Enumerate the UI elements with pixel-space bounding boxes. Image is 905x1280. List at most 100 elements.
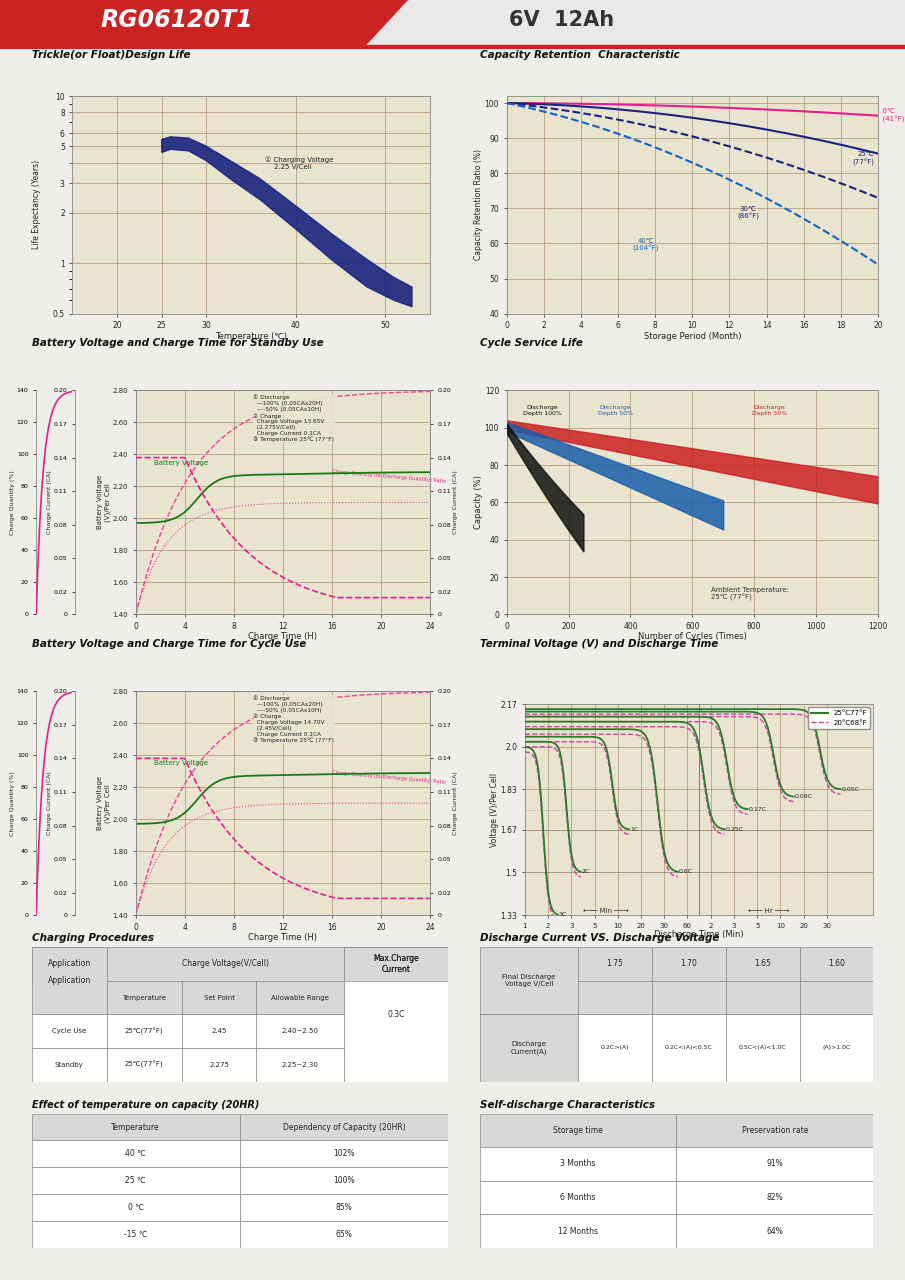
Bar [344, 947, 448, 980]
Text: 6V  12Ah: 6V 12Ah [509, 10, 614, 29]
Text: Cycle Service Life: Cycle Service Life [480, 338, 583, 348]
Y-axis label: Charge Quantity (%): Charge Quantity (%) [11, 771, 15, 836]
Bar [652, 1014, 726, 1082]
Text: 1.70: 1.70 [681, 960, 697, 969]
Bar [32, 1048, 107, 1082]
Bar [240, 1221, 448, 1248]
Text: 0.5C<(A)<1.0C: 0.5C<(A)<1.0C [738, 1046, 786, 1051]
Text: 1C: 1C [630, 827, 638, 832]
Text: ① Charging Voltage
    2.25 V/Cell: ① Charging Voltage 2.25 V/Cell [265, 157, 334, 170]
Bar [726, 947, 799, 980]
Text: ① Discharge
  —100% (0.05CAx20H)
  ----50% (0.05CAx10H)
② Charge
  Charge Voltag: ① Discharge —100% (0.05CAx20H) ----50% (… [253, 696, 335, 744]
Text: 0.2C<(A)<0.5C: 0.2C<(A)<0.5C [665, 1046, 713, 1051]
Bar [578, 980, 652, 1014]
Text: Battery Voltage: Battery Voltage [154, 760, 208, 767]
Bar [240, 1167, 448, 1194]
Text: 3C: 3C [559, 911, 567, 916]
Text: Temperature: Temperature [111, 1123, 160, 1132]
Bar [182, 980, 256, 1014]
Bar [677, 1180, 873, 1215]
Bar [32, 1221, 240, 1248]
Bar [480, 1215, 677, 1248]
Text: (A)>1.0C: (A)>1.0C [823, 1046, 851, 1051]
Y-axis label: Charge Current (CA): Charge Current (CA) [47, 772, 52, 835]
Text: Max.Charge
Current: Max.Charge Current [373, 955, 419, 974]
Text: Battery Voltage and Charge Time for Cycle Use: Battery Voltage and Charge Time for Cycl… [32, 639, 306, 649]
Text: 25 ℃: 25 ℃ [126, 1176, 146, 1185]
Text: 40 ℃: 40 ℃ [126, 1149, 146, 1158]
Text: Effect of temperature on capacity (20HR): Effect of temperature on capacity (20HR) [32, 1100, 259, 1110]
Text: ←── Min ──→: ←── Min ──→ [584, 908, 629, 914]
Bar [240, 1114, 448, 1140]
Y-axis label: Voltage (V)/Per Cell: Voltage (V)/Per Cell [490, 773, 499, 846]
Text: 3 Months: 3 Months [560, 1160, 595, 1169]
Bar [107, 947, 344, 980]
Text: Application: Application [48, 960, 90, 969]
Bar [480, 947, 578, 1014]
Bar [344, 947, 448, 980]
Text: 0 ℃: 0 ℃ [128, 1203, 144, 1212]
Text: Allowable Range: Allowable Range [272, 995, 329, 1001]
Bar [182, 1048, 256, 1082]
X-axis label: Charge Time (H): Charge Time (H) [248, 933, 318, 942]
Bar [32, 1014, 107, 1048]
Y-axis label: Battery Voltage
(V)/Per Cell: Battery Voltage (V)/Per Cell [98, 776, 111, 831]
Bar [240, 1140, 448, 1167]
Text: Charge Voltage(V/Cell): Charge Voltage(V/Cell) [182, 960, 269, 969]
Text: 30℃
(86°F): 30℃ (86°F) [737, 206, 759, 220]
Y-axis label: Capacity Retention Ratio (%): Capacity Retention Ratio (%) [474, 150, 483, 260]
Text: Battery Voltage: Battery Voltage [154, 460, 208, 466]
Text: 65%: 65% [336, 1230, 352, 1239]
Bar [480, 1014, 578, 1082]
Text: 2.45: 2.45 [212, 1028, 226, 1034]
Bar [652, 980, 726, 1014]
Text: Ambient Temperature:
25℃ (77°F): Ambient Temperature: 25℃ (77°F) [711, 586, 789, 600]
Text: 40℃
(104°F): 40℃ (104°F) [633, 238, 659, 252]
Text: 2C: 2C [582, 869, 590, 874]
Text: 85%: 85% [336, 1203, 352, 1212]
Bar [677, 1147, 873, 1180]
Bar [32, 1140, 240, 1167]
Text: -15 ℃: -15 ℃ [124, 1230, 148, 1239]
Text: 0℃
  (41°F): 0℃ (41°F) [878, 109, 904, 123]
Text: Charging Procedures: Charging Procedures [32, 933, 154, 943]
Text: ① Discharge
  —100% (0.05CAx20H)
  ----50% (0.05CAx10H)
② Charge
  Charge Voltag: ① Discharge —100% (0.05CAx20H) ----50% (… [253, 394, 335, 443]
Text: 100%: 100% [333, 1176, 355, 1185]
Bar [799, 947, 873, 980]
Text: Trickle(or Float)Design Life: Trickle(or Float)Design Life [32, 50, 190, 60]
Text: 1.65: 1.65 [754, 960, 771, 969]
Bar [182, 1014, 256, 1048]
Text: Discharge
Current(A): Discharge Current(A) [510, 1041, 548, 1055]
Bar [726, 980, 799, 1014]
Text: 2.40~2.50: 2.40~2.50 [281, 1028, 319, 1034]
Text: Life Expectancy (Years): Life Expectancy (Years) [32, 160, 41, 250]
Text: Dependency of Capacity (20HR): Dependency of Capacity (20HR) [282, 1123, 405, 1132]
Bar [344, 947, 448, 1082]
Text: 0.17C: 0.17C [748, 806, 767, 812]
Text: 82%: 82% [767, 1193, 783, 1202]
Y-axis label: Capacity (%): Capacity (%) [474, 475, 483, 530]
Bar [107, 1014, 182, 1048]
Text: Charge Quantity (to-Discharge Quantity) Ratio: Charge Quantity (to-Discharge Quantity) … [332, 771, 445, 785]
Bar [32, 947, 107, 1014]
Text: 0.3C: 0.3C [387, 1010, 405, 1019]
Text: Max.Charge
Current: Max.Charge Current [373, 955, 419, 974]
Text: Application: Application [48, 977, 90, 986]
Text: 2.25~2.30: 2.25~2.30 [281, 1062, 319, 1068]
Bar [480, 1147, 677, 1180]
Text: Final Discharge
Voltage V/Cell: Final Discharge Voltage V/Cell [502, 974, 556, 987]
Text: 6 Months: 6 Months [560, 1193, 595, 1202]
Text: 0.6C: 0.6C [679, 869, 693, 874]
Bar [677, 1215, 873, 1248]
Text: ←── Hr ──→: ←── Hr ──→ [748, 908, 789, 914]
Text: Self-discharge Characteristics: Self-discharge Characteristics [480, 1100, 654, 1110]
Bar [726, 1014, 799, 1082]
Text: 25℃(77°F): 25℃(77°F) [125, 1028, 164, 1034]
Bar [240, 1194, 448, 1221]
Text: 0.25C: 0.25C [726, 827, 744, 832]
Text: Discharge
Depth 100%: Discharge Depth 100% [523, 406, 562, 416]
Bar [480, 1180, 677, 1215]
Text: Temperature: Temperature [122, 995, 167, 1001]
Bar [32, 1167, 240, 1194]
Text: Cycle Use: Cycle Use [52, 1028, 86, 1034]
